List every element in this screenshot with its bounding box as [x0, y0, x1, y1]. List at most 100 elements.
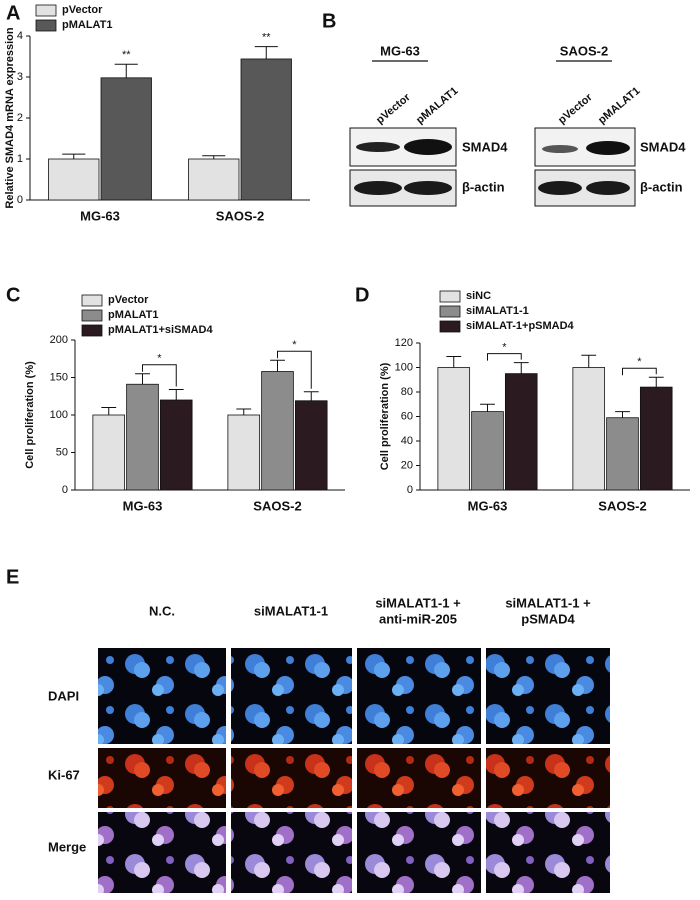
significance-bracket: [277, 350, 312, 389]
bar: [48, 158, 100, 201]
image-panel: E N.C. siMALAT1-1 siMALAT1-1 + anti-miR-…: [6, 566, 610, 893]
legend-swatch: [35, 4, 57, 17]
legend-swatch: [81, 294, 103, 307]
error-bar: [114, 63, 138, 78]
significance-label: *: [637, 356, 642, 368]
error-bar: [270, 359, 285, 372]
error-bar: [615, 411, 630, 418]
legend-swatch: [439, 290, 461, 303]
error-bar: [648, 376, 664, 388]
y-tick-label: 100: [395, 361, 413, 373]
legend-label: siNC: [466, 290, 491, 302]
bar: [227, 414, 261, 491]
legend-swatch: [81, 309, 103, 322]
row-label: Merge: [48, 839, 86, 854]
legend-label: pVector: [62, 4, 103, 16]
significance-label: *: [157, 353, 162, 365]
y-tick-label: 0: [407, 484, 413, 496]
blot-group-label: SAOS-2: [560, 43, 608, 58]
error-bar: [446, 355, 462, 368]
bar: [261, 371, 294, 491]
protein-label: SMAD4: [640, 139, 686, 154]
y-tick-label: 2: [17, 112, 23, 124]
y-tick-label: 120: [395, 337, 413, 349]
y-tick-label: 20: [401, 459, 413, 471]
row-label: Ki-67: [48, 767, 80, 782]
micrograph: [357, 748, 481, 808]
y-tick-label: 0: [17, 194, 23, 206]
y-tick-label: 50: [56, 446, 68, 458]
protein-label: β-actin: [640, 179, 683, 194]
lane-label: pMALAT1: [596, 85, 642, 127]
micrograph: [357, 648, 481, 744]
bar: [572, 367, 606, 491]
protein-label: β-actin: [462, 179, 505, 194]
blot-band: [404, 181, 452, 195]
column-header: siMALAT1-1 +: [375, 595, 461, 610]
y-axis-label: Relative SMAD4 mRNA expression: [4, 27, 16, 208]
panel-letter: B: [322, 10, 336, 32]
significance-label: **: [262, 32, 271, 44]
legend-label: siMALAT1-1: [466, 305, 529, 317]
significance-label: *: [292, 339, 297, 351]
legend-swatch: [439, 320, 461, 333]
blot-band: [586, 141, 630, 155]
lane-label: pVector: [556, 91, 595, 127]
y-tick-label: 100: [50, 409, 68, 421]
significance-label: **: [122, 49, 131, 61]
blot-band: [586, 181, 630, 195]
lane-label: pMALAT1: [414, 85, 460, 127]
blot-band: [404, 139, 452, 155]
bar: [159, 399, 193, 491]
significance-bracket: [622, 367, 657, 376]
micrograph: [486, 648, 610, 744]
micrograph: [486, 812, 610, 893]
micrograph: [98, 748, 226, 808]
blot-panel: B MG-63 SAOS-2 pVector pMALAT1 pVector p…: [322, 10, 686, 207]
legend-label: pMALAT1: [108, 309, 159, 321]
legend-label: pMALAT1: [62, 19, 113, 31]
legend-label: pMALAT1+siSMAD4: [108, 324, 213, 336]
y-tick-label: 60: [401, 410, 413, 422]
panel-letter: A: [6, 2, 20, 24]
y-axis-label: Cell proliferation (%): [24, 361, 36, 469]
significance-bracket: [487, 353, 522, 361]
bar: [188, 158, 240, 201]
bar: [294, 400, 328, 491]
x-tick-label: SAOS-2: [216, 208, 264, 223]
y-tick-label: 3: [17, 71, 23, 83]
error-bar: [168, 389, 184, 400]
bar: [126, 383, 159, 491]
significance-label: *: [502, 342, 507, 354]
micrograph: [486, 748, 610, 808]
blot-band: [356, 142, 400, 152]
significance-bracket: [142, 364, 177, 387]
error-bar: [581, 354, 597, 368]
bar: [639, 386, 673, 491]
micrograph: [98, 648, 226, 744]
y-tick-label: 150: [50, 371, 68, 383]
x-tick-label: SAOS-2: [598, 498, 646, 513]
micrograph: [231, 812, 352, 893]
legend-label: pVector: [108, 294, 149, 306]
y-tick-label: 40: [401, 435, 413, 447]
bar: [437, 367, 471, 491]
bar: [504, 373, 538, 491]
bar: [100, 77, 152, 201]
protein-label: SMAD4: [462, 139, 508, 154]
y-tick-label: 0: [62, 484, 68, 496]
blot-group-label: MG-63: [380, 43, 420, 58]
y-tick-label: 80: [401, 386, 413, 398]
error-bar: [480, 403, 495, 412]
y-tick-label: 4: [17, 30, 23, 42]
y-tick-label: 200: [50, 334, 68, 346]
error-bar: [254, 46, 278, 59]
column-header: anti-miR-205: [379, 611, 457, 626]
legend-swatch: [81, 324, 103, 337]
error-bar: [236, 408, 252, 415]
bar: [471, 411, 504, 491]
legend-swatch: [35, 19, 57, 32]
micrograph: [231, 748, 352, 808]
error-bar: [101, 407, 117, 415]
error-bar: [135, 373, 150, 385]
